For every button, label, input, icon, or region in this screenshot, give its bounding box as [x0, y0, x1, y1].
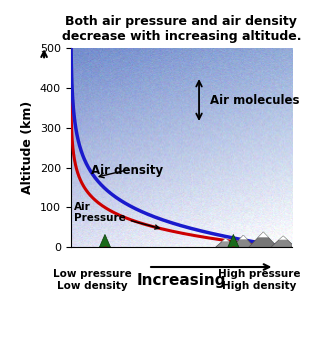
Polygon shape	[100, 235, 110, 247]
Text: Air molecules: Air molecules	[210, 94, 300, 106]
Title: Both air pressure and air density
decrease with increasing altitude.: Both air pressure and air density decrea…	[61, 15, 301, 43]
Y-axis label: Altitude (km): Altitude (km)	[21, 101, 34, 194]
Text: Air
Pressure: Air Pressure	[74, 202, 159, 229]
Polygon shape	[258, 232, 268, 237]
Polygon shape	[216, 238, 236, 247]
Polygon shape	[232, 235, 254, 247]
Polygon shape	[291, 238, 311, 247]
Text: Air density: Air density	[90, 164, 163, 178]
Polygon shape	[228, 235, 239, 247]
Polygon shape	[271, 236, 295, 247]
Polygon shape	[249, 232, 278, 247]
Polygon shape	[297, 238, 305, 242]
Text: Low pressure
Low density: Low pressure Low density	[53, 269, 132, 291]
Polygon shape	[239, 235, 247, 239]
Polygon shape	[222, 238, 229, 242]
Polygon shape	[279, 236, 287, 240]
Text: High pressure
High density: High pressure High density	[217, 269, 300, 291]
Text: Increasing: Increasing	[137, 273, 226, 288]
